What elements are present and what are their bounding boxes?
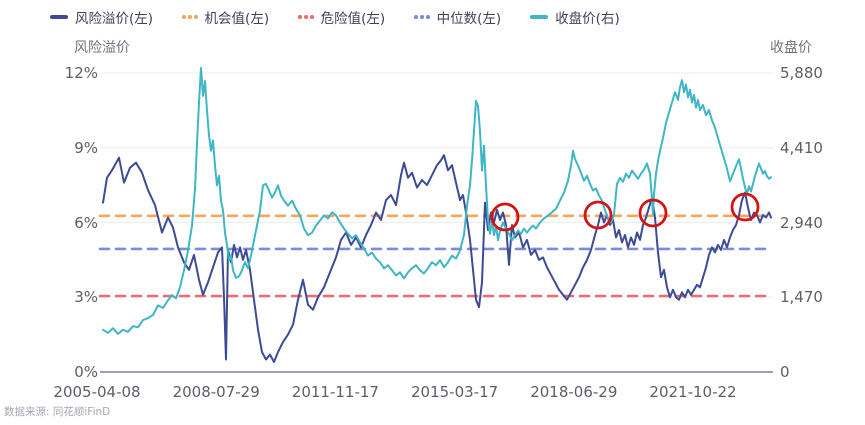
- y-axis-tick-left: 12%: [64, 64, 98, 82]
- x-axis-tick: 2015-03-17: [411, 383, 499, 401]
- y-axis-tick-right: 1,470: [780, 288, 823, 307]
- legend-item-median[interactable]: 中位数(左): [414, 7, 501, 27]
- legend-item-label: 中位数(左): [436, 11, 502, 27]
- risk-premium-swatch-icon: [50, 15, 68, 19]
- legend-item-label: 收盘价(右): [555, 11, 620, 27]
- left-axis-title: 风险溢价: [74, 40, 130, 56]
- close-price-swatch-icon: [530, 15, 549, 19]
- x-axis-tick: 2018-06-29: [530, 383, 618, 401]
- legend-item-label: 机会值(左): [204, 11, 270, 27]
- y-axis-tick-right: 4,410: [780, 138, 823, 157]
- annotation-circle: [583, 200, 613, 230]
- series-risk-premium-line: [102, 154, 772, 363]
- chart-legend: 风险溢价(左) 机会值(左) 危险值(左) 中位数(左) 收盘价(右): [50, 7, 620, 27]
- legend-item-risk-premium[interactable]: 风险溢价(左): [50, 7, 153, 27]
- legend-item-label: 危险值(左): [320, 11, 386, 27]
- y-axis-tick-left: 6%: [74, 213, 98, 232]
- right-axis-title: 收盘价: [770, 40, 812, 56]
- annotation-circle: [638, 198, 668, 228]
- legend-item-opportunity[interactable]: 机会值(左): [182, 7, 269, 27]
- x-axis-tick: 2005-04-08: [53, 383, 141, 401]
- y-axis-tick-left: 3%: [74, 288, 98, 307]
- danger-swatch-icon: [298, 15, 314, 19]
- annotation-circle: [490, 202, 520, 232]
- x-axis-tick: 2021-10-22: [649, 383, 737, 401]
- annotation-circle: [730, 192, 760, 222]
- legend-item-close-price[interactable]: 收盘价(右): [530, 7, 620, 27]
- data-source-caption: 数据来源: 同花顺iFinD: [4, 406, 111, 418]
- legend-item-label: 风险溢价(左): [75, 11, 154, 27]
- y-axis-tick-left: 0%: [74, 363, 98, 381]
- median-swatch-icon: [414, 15, 430, 19]
- opportunity-swatch-icon: [182, 15, 198, 19]
- x-axis-tick: 2008-07-29: [172, 383, 260, 401]
- y-axis-tick-left: 9%: [74, 138, 98, 157]
- x-axis-tick: 2011-11-17: [291, 383, 379, 401]
- y-axis-tick-right: 5,880: [780, 64, 823, 82]
- y-axis-tick-right: 2,940: [780, 213, 823, 232]
- legend-item-danger[interactable]: 危险值(左): [298, 7, 385, 27]
- y-axis-tick-right: 0: [780, 363, 790, 381]
- series-close-price-line: [102, 66, 772, 335]
